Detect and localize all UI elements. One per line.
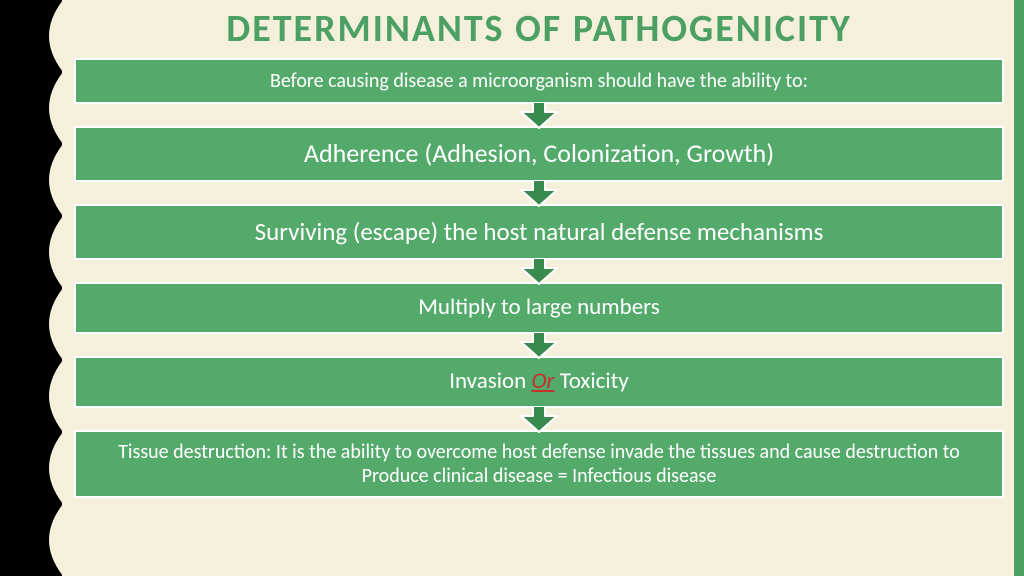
flow-step-text-pre: Invasion — [449, 367, 531, 395]
flow-step-1: Before causing disease a microorganism s… — [74, 58, 1004, 104]
left-decorative-strip — [0, 0, 62, 576]
flow-diagram: Before causing disease a microorganism s… — [72, 58, 1006, 566]
flow-step-4: Multiply to large numbers — [74, 282, 1004, 334]
flow-arrow-3 — [74, 258, 1004, 284]
flow-step-3: Surviving (escape) the host natural defe… — [74, 204, 1004, 260]
flow-step-text-post: Toxicity — [554, 367, 628, 395]
flow-step-or: Or — [531, 367, 554, 395]
flow-step-5: Invasion Or Toxicity — [74, 356, 1004, 408]
flow-step-2: Adherence (Adhesion, Colonization, Growt… — [74, 126, 1004, 182]
flow-step-6: Tissue destruction: It is the ability to… — [74, 430, 1004, 498]
flow-arrow-2 — [74, 180, 1004, 206]
slide-title: DETERMINANTS OF PATHOGENICITY — [72, 10, 1006, 50]
right-accent-bar — [1014, 0, 1024, 576]
slide-main: DETERMINANTS OF PATHOGENICITY Before cau… — [62, 0, 1024, 576]
flow-arrow-1 — [74, 102, 1004, 128]
flow-arrow-5 — [74, 406, 1004, 432]
flow-arrow-4 — [74, 332, 1004, 358]
scallop-edge — [33, 0, 63, 576]
